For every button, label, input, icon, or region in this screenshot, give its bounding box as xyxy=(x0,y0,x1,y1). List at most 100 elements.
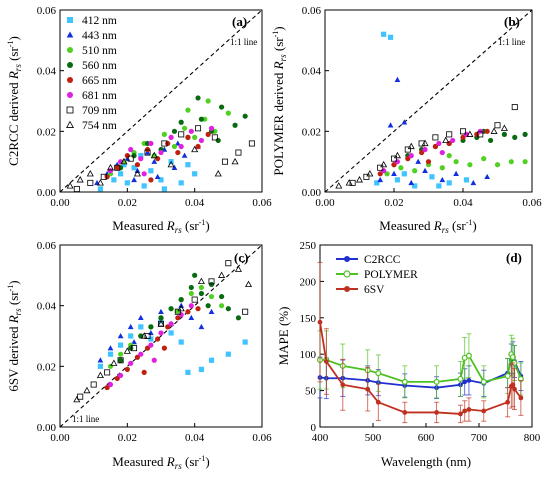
panel-a-point-510nm xyxy=(171,143,178,150)
panel-a-point-560nm xyxy=(131,153,137,159)
legend-marker-709nm xyxy=(66,106,74,114)
panel-a-point-709nm xyxy=(211,134,218,141)
panel-a-point-412nm xyxy=(161,186,167,192)
panel-c-xtick-label: 0.06 xyxy=(252,432,272,444)
panel-a-point-709nm xyxy=(73,185,80,192)
panel-d-point-6SV xyxy=(317,319,323,325)
panel-c-point-681nm xyxy=(107,381,114,388)
panel-a-point-681nm xyxy=(141,171,147,177)
panel-b-point-681nm xyxy=(439,149,445,156)
panel-a-point-412nm xyxy=(124,180,130,186)
panel-c-point-510nm xyxy=(219,303,225,309)
panel-c-point-754nm xyxy=(197,277,205,285)
panel-c-point-412nm xyxy=(138,324,144,330)
panel-c-point-754nm xyxy=(244,280,253,288)
panel-c-point-754nm xyxy=(140,332,148,339)
panel-d-ytick-label: 50 xyxy=(305,386,317,398)
panel-b-xtick-label: 0.04 xyxy=(453,197,473,209)
panel-a-point-754nm xyxy=(66,182,74,189)
panel-a-xtick-label: 0.06 xyxy=(252,197,272,209)
panel-d-ytick-label: 200 xyxy=(300,276,317,288)
panel-c-point-443nm xyxy=(131,339,137,345)
panel-a-point-510nm xyxy=(225,110,231,116)
panel-d-point-6SV xyxy=(505,399,511,405)
panel-c-point-709nm xyxy=(90,381,97,388)
panel-c-point-665nm xyxy=(161,345,167,351)
panel-b-xtick-label: 0.00 xyxy=(315,197,335,209)
panel-c-point-754nm xyxy=(96,371,104,379)
panel-a-point-412nm xyxy=(148,168,154,174)
panel-c-point-443nm xyxy=(137,314,144,321)
panel-b-xtick-label: 0.06 xyxy=(522,197,542,209)
panel-d-point-6SV xyxy=(466,407,472,412)
panel-c-point-754nm xyxy=(123,347,131,354)
panel-b-point-665nm xyxy=(484,128,490,134)
panel-a-point-665nm xyxy=(104,174,110,180)
panel-a-xlabel: Measured Rrs (sr-1) xyxy=(112,218,209,235)
panel-d-xtick-label: 700 xyxy=(471,432,488,444)
panel-b-point-709nm xyxy=(404,146,411,153)
panel-d-point-C2RCC xyxy=(462,379,468,385)
panel-c-point-560nm xyxy=(118,357,124,363)
panel-a-point-681nm xyxy=(208,125,215,131)
panel-c-point-709nm xyxy=(117,357,124,364)
panel-a-frame xyxy=(59,9,263,193)
panel-c-point-412nm xyxy=(225,351,231,357)
panel-b-xlabel: Measured Rrs (sr-1) xyxy=(379,218,476,235)
panel-d-point-6SV xyxy=(365,386,371,392)
panel-a-point-412nm xyxy=(192,171,198,177)
panel-b-point-443nm xyxy=(401,119,408,125)
panel-b-point-709nm xyxy=(494,122,501,129)
panel-b-point-754nm xyxy=(442,136,450,144)
panel-c-ytick-label: 0.06 xyxy=(37,240,57,252)
panel-a-point-754nm xyxy=(120,157,128,165)
panel-d-point-6SV xyxy=(518,395,524,401)
panel-a-point-412nm xyxy=(138,153,144,159)
panel-a-one-to-one-line xyxy=(59,9,263,193)
panel-a-point-560nm xyxy=(219,104,225,110)
panel-d-line-POLYMER xyxy=(320,351,522,383)
panel-d-legend-marker-6SV xyxy=(344,286,350,292)
panel-a-point-443nm xyxy=(144,149,151,155)
panel-c-point-681nm xyxy=(128,360,134,366)
panel-c-point-560nm xyxy=(219,293,225,300)
panel-a-point-665nm xyxy=(114,165,120,171)
panel-c-label: (c) xyxy=(234,250,248,265)
legend-marker-754nm xyxy=(66,120,74,128)
panel-b-point-754nm xyxy=(490,127,498,134)
panel-b: 0.00 0.02 0.04 0.06 0.00 0.02 0.04 0.06 xyxy=(302,5,542,209)
panel-d-xtick-label: 600 xyxy=(418,432,435,444)
panel-a-point-754nm xyxy=(106,163,115,171)
panel-b-point-510nm xyxy=(494,162,501,168)
panel-c-point-560nm xyxy=(148,324,154,330)
panel-a-xtick-label: 0.00 xyxy=(50,197,70,209)
panel-b-point-560nm xyxy=(512,134,518,140)
panel-c-point-665nm xyxy=(134,354,141,360)
panel-a-point-709nm xyxy=(144,149,151,156)
panel-b-ytick-label: 0.00 xyxy=(302,187,322,199)
panel-b-point-443nm xyxy=(422,167,428,173)
panel-c-point-560nm xyxy=(225,306,231,312)
panel-d-ytick-label: 100 xyxy=(300,349,317,361)
panel-c-point-443nm xyxy=(117,333,124,339)
panel-a-point-754nm xyxy=(231,157,239,165)
panel-b-point-681nm xyxy=(477,128,483,134)
panel-a-point-443nm xyxy=(174,140,181,146)
panel-d-label: (d) xyxy=(506,250,522,265)
panel-d-frame xyxy=(319,244,533,428)
panel-c-ytick-label: 0.02 xyxy=(37,361,56,373)
panel-a-point-665nm xyxy=(124,153,130,159)
panel-c-point-754nm xyxy=(234,265,242,272)
panel-c-point-709nm xyxy=(191,296,198,303)
panel-a-point-665nm xyxy=(144,146,151,153)
panel-a-point-754nm xyxy=(76,176,84,183)
panel-b-point-665nm xyxy=(419,149,425,156)
panel-a-point-709nm xyxy=(114,164,121,171)
panel-c-point-412nm xyxy=(178,339,184,345)
panel-a-point-709nm xyxy=(127,155,134,162)
legend-label-510nm: 510 nm xyxy=(82,45,117,57)
panel-c-point-510nm xyxy=(208,293,215,300)
panel-c-point-754nm xyxy=(83,386,91,394)
panel-b-point-443nm xyxy=(439,176,446,183)
panel-c-point-443nm xyxy=(188,314,195,321)
